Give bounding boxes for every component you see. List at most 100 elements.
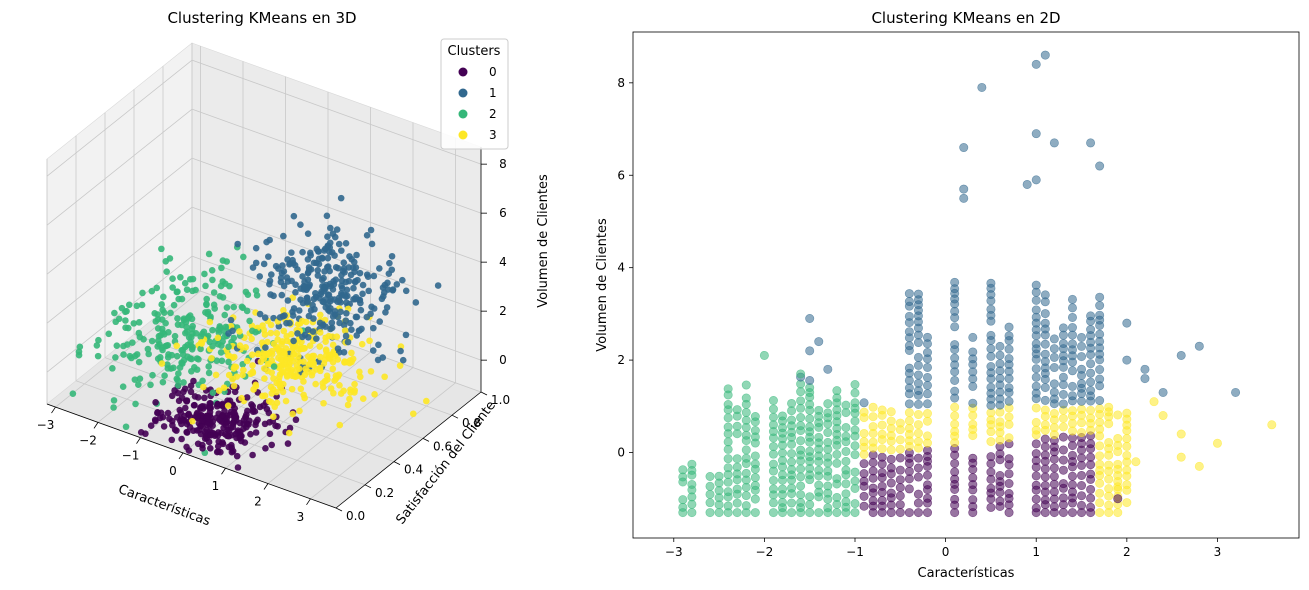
grid-x-floor: [310, 382, 456, 500]
cluster-2-point: [723, 463, 733, 473]
x-tick-label: 2: [1123, 545, 1131, 559]
cluster-0-point-3d: [152, 399, 159, 406]
cluster-3-point-3d: [236, 328, 243, 335]
cluster-1-point: [913, 352, 923, 362]
cluster-2-point: [768, 412, 778, 422]
cluster-2-point: [741, 415, 751, 425]
cluster-1-point-3d: [279, 313, 287, 320]
cluster-0-point: [859, 459, 869, 469]
cluster-2-point: [732, 405, 742, 415]
cluster-3-point-3d: [358, 340, 366, 348]
cluster-2-point-3d: [148, 337, 156, 345]
cluster-0-point: [868, 483, 878, 493]
cluster-2-point-3d: [119, 383, 127, 390]
cluster-1-point-3d: [314, 247, 322, 255]
cluster-1-point: [1049, 352, 1059, 362]
cluster-2-point-3d: [270, 363, 278, 370]
cluster-2-point-3d: [169, 284, 176, 291]
cluster-1-point: [922, 362, 932, 372]
cluster-2-point-3d: [151, 310, 159, 317]
cluster-3-point: [1113, 433, 1123, 443]
cluster-0-point: [859, 469, 869, 479]
cluster-2-point-3d: [173, 352, 181, 360]
cluster-3-point: [995, 435, 1005, 445]
cluster-1-point: [1140, 374, 1150, 384]
cluster-3-point-3d: [371, 391, 378, 398]
cluster-0-point: [886, 478, 896, 488]
cluster-0-point: [877, 481, 887, 491]
cluster-2-point: [841, 465, 851, 475]
cluster-1-point-3d: [350, 284, 357, 292]
cluster-1-point-3d: [324, 233, 331, 241]
cluster-1-point-3d: [290, 212, 298, 220]
cluster-3-point: [968, 419, 978, 429]
cluster-2-point: [768, 498, 778, 508]
cluster-2-point-3d: [217, 349, 225, 356]
cluster-1-point-3d: [310, 295, 318, 303]
cluster-3-point: [950, 402, 960, 412]
cluster-1-point: [913, 399, 923, 409]
cluster-1-point-3d: [368, 240, 376, 248]
cluster-3-point: [913, 420, 923, 430]
cluster-3-point-3d: [293, 372, 301, 380]
cluster-2-point-3d: [122, 423, 130, 431]
cluster-2-point: [805, 446, 815, 456]
cluster-2-point-3d: [199, 377, 206, 385]
cluster-0-point: [1049, 463, 1059, 473]
cluster-3-point: [868, 422, 878, 432]
cluster-1-point-3d: [284, 278, 292, 285]
cluster-3-point: [1095, 508, 1105, 518]
cluster-1-point-3d: [341, 291, 348, 299]
cluster-3-point: [1031, 417, 1041, 427]
cluster-0-point-3d: [176, 406, 184, 414]
cluster-0-point-3d: [254, 416, 261, 424]
cluster-3-point: [895, 435, 905, 445]
cluster-3-point-3d: [268, 390, 276, 397]
cluster-0-point: [950, 494, 960, 504]
cluster-3-point-3d: [274, 336, 282, 343]
cluster-2-point-3d: [230, 334, 238, 342]
cluster-0-point: [968, 473, 978, 483]
cluster-1-point: [1031, 381, 1041, 391]
cluster-0-point: [1086, 452, 1096, 462]
cluster-3-point-3d: [320, 399, 327, 407]
cluster-3-point-3d: [333, 333, 341, 341]
cluster-2-point: [850, 388, 860, 398]
cluster-2-point: [687, 479, 697, 489]
cluster-3-point: [1176, 429, 1186, 439]
cluster-2-point: [714, 508, 724, 518]
y-tick-label: 8: [617, 76, 625, 90]
cluster-2-point-3d: [159, 378, 167, 386]
grid-z-back: [191, 108, 482, 214]
cluster-3-point-3d: [278, 340, 285, 348]
cluster-0-point: [922, 493, 932, 503]
cluster-1-point-3d: [327, 224, 334, 232]
chart-2d: Clustering KMeans en 2D −3 −2 −1 0 1 2 302468 …: [595, 9, 1300, 581]
cluster-2-point: [787, 465, 797, 475]
x-tick-label: −3: [37, 418, 55, 432]
cluster-3-point-3d: [291, 342, 299, 350]
x-tick-label: 0: [169, 464, 177, 478]
cluster-1-point-3d: [322, 304, 330, 311]
cluster-2-point: [723, 413, 733, 423]
cluster-1-point-3d: [313, 335, 320, 342]
cluster-0-point: [868, 458, 878, 468]
cluster-1-point: [995, 341, 1005, 351]
cluster-2-point-3d: [174, 382, 182, 389]
cluster-1-point: [1095, 374, 1105, 384]
y-tick-mark: [335, 507, 343, 512]
cluster-2-point: [687, 508, 697, 518]
cluster-0-point-3d: [266, 419, 273, 426]
cluster-2-point: [750, 481, 760, 491]
cluster-1-point: [1031, 59, 1041, 69]
grid-z-back: [191, 59, 482, 165]
cluster-2-point: [850, 508, 860, 518]
cluster-2-point: [823, 428, 833, 438]
cluster-2-point: [750, 412, 760, 422]
cluster-1-point: [1049, 334, 1059, 344]
cluster-3-point-3d: [197, 338, 205, 346]
cluster-2-point: [705, 481, 715, 491]
cluster-1-point: [1095, 161, 1105, 171]
cluster-1-point-3d: [343, 286, 351, 294]
